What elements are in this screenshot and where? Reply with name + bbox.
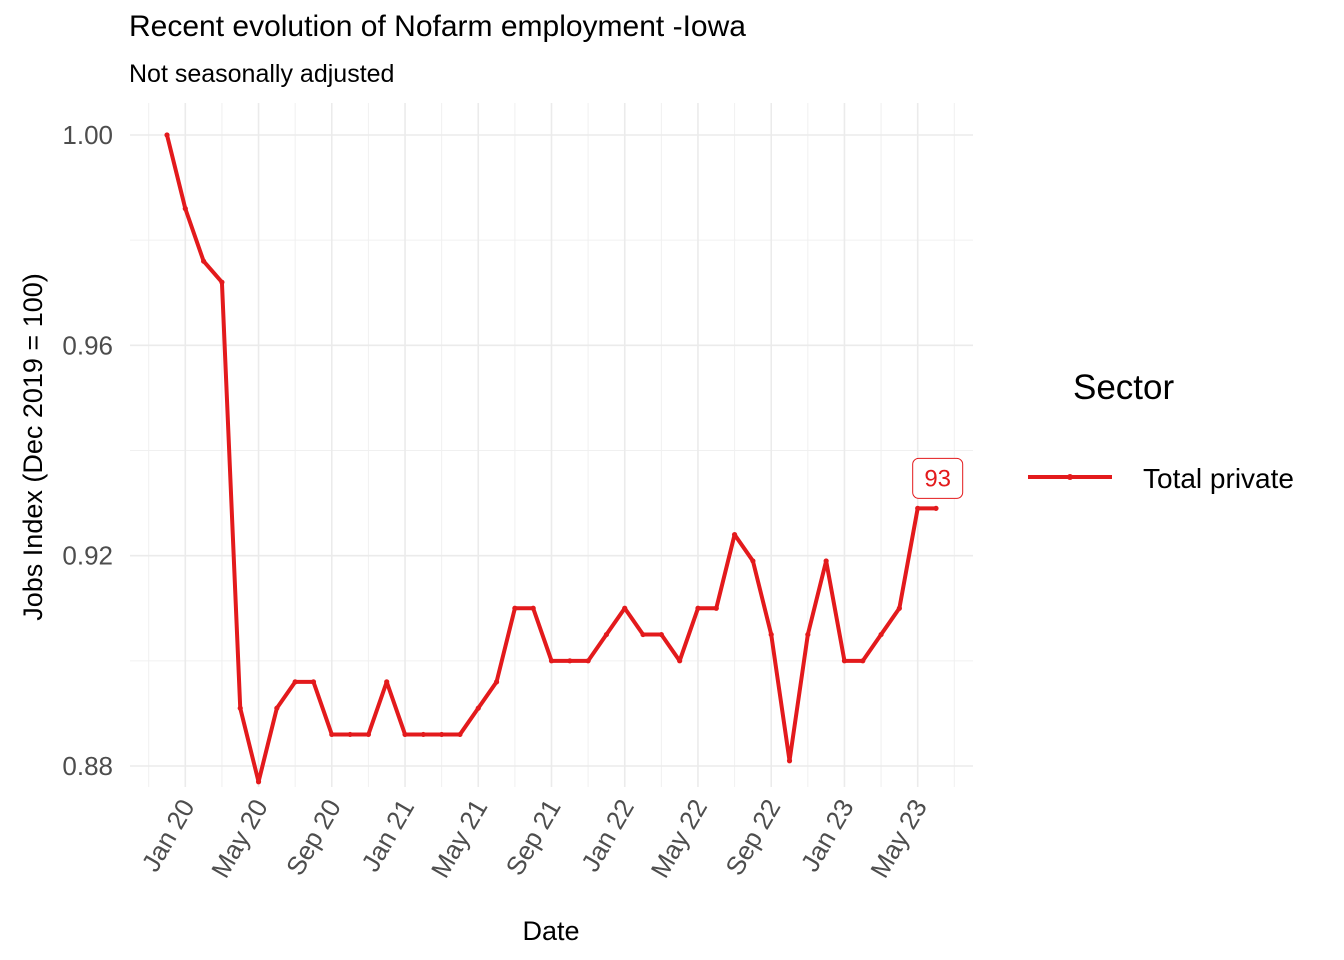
y-tick-label: 0.88: [62, 751, 113, 781]
data-point: [640, 631, 646, 638]
data-point: [384, 679, 390, 685]
data-point: [255, 779, 262, 785]
data-point: [457, 731, 463, 738]
legend-title: Sector: [1073, 368, 1174, 407]
major-gridlines: [130, 103, 973, 787]
chart-title: Recent evolution of Nofarm employment -I…: [129, 10, 746, 43]
data-point: [677, 658, 683, 664]
data-point: [493, 679, 500, 685]
data-point: [786, 758, 793, 764]
series-layer: [164, 132, 939, 785]
x-tick-label: Sep 21: [500, 794, 567, 880]
data-point: [274, 705, 280, 711]
data-point: [860, 658, 866, 664]
data-point: [768, 631, 774, 638]
x-tick-label: May 21: [425, 794, 494, 883]
legend-point-total-private: [1067, 474, 1073, 480]
data-point: [439, 731, 445, 738]
data-point: [164, 132, 170, 138]
data-point: [420, 731, 426, 738]
data-point: [548, 658, 555, 664]
data-point: [603, 631, 610, 638]
data-point: [731, 532, 738, 538]
y-tick-label: 0.92: [62, 541, 113, 571]
data-point: [365, 731, 372, 738]
x-tick-label: Sep 22: [719, 794, 786, 880]
data-point: [896, 605, 902, 611]
x-tick-label: Jan 21: [355, 794, 420, 877]
data-point: [933, 505, 939, 511]
y-axis-ticks: 0.88 0.92 0.96 1.00: [62, 120, 113, 781]
data-point: [347, 731, 353, 738]
x-tick-label: Jan 20: [135, 794, 200, 877]
legend: Sector Total private: [1028, 368, 1294, 494]
y-tick-label: 0.96: [62, 330, 113, 360]
legend-label-total-private: Total private: [1143, 463, 1294, 494]
data-point: [622, 605, 628, 611]
data-point: [823, 558, 829, 564]
data-point: [658, 631, 664, 638]
data-point: [182, 206, 188, 212]
data-point: [512, 605, 518, 611]
y-tick-label: 1.00: [62, 120, 113, 150]
minor-gridlines: [130, 103, 973, 787]
x-tick-label: Jan 23: [795, 794, 860, 877]
x-tick-label: May 20: [205, 794, 274, 883]
data-point: [750, 558, 756, 564]
x-tick-label: Jan 22: [575, 794, 640, 877]
data-point: [567, 658, 573, 664]
data-point: [878, 631, 884, 638]
data-label-box: [912, 457, 964, 499]
x-axis-title: Date: [522, 916, 579, 946]
data-point: [805, 631, 811, 638]
data-point: [292, 679, 298, 685]
data-point: [219, 279, 225, 285]
chart-subtitle: Not seasonally adjusted: [129, 60, 395, 88]
x-tick-label: May 23: [864, 794, 933, 883]
data-point: [841, 658, 848, 664]
annotation-layer: 93: [912, 457, 964, 499]
data-point: [402, 731, 408, 738]
data-point: [329, 731, 335, 738]
y-axis-title: Jobs Index (Dec 2019 = 100): [18, 273, 48, 620]
x-tick-label: Sep 20: [280, 794, 347, 880]
data-point: [915, 505, 921, 511]
data-point: [585, 658, 591, 664]
data-point: [695, 605, 701, 611]
x-tick-label: May 22: [645, 794, 714, 883]
data-point: [713, 605, 719, 611]
data-label: 93: [924, 465, 951, 492]
x-axis-ticks: Jan 20 May 20 Sep 20 Jan 21 May 21 Sep 21 Jan …: [135, 794, 932, 883]
data-point: [237, 705, 243, 711]
data-point: [530, 605, 536, 611]
data-point: [201, 258, 207, 264]
data-point: [310, 679, 317, 685]
data-point: [475, 705, 481, 711]
